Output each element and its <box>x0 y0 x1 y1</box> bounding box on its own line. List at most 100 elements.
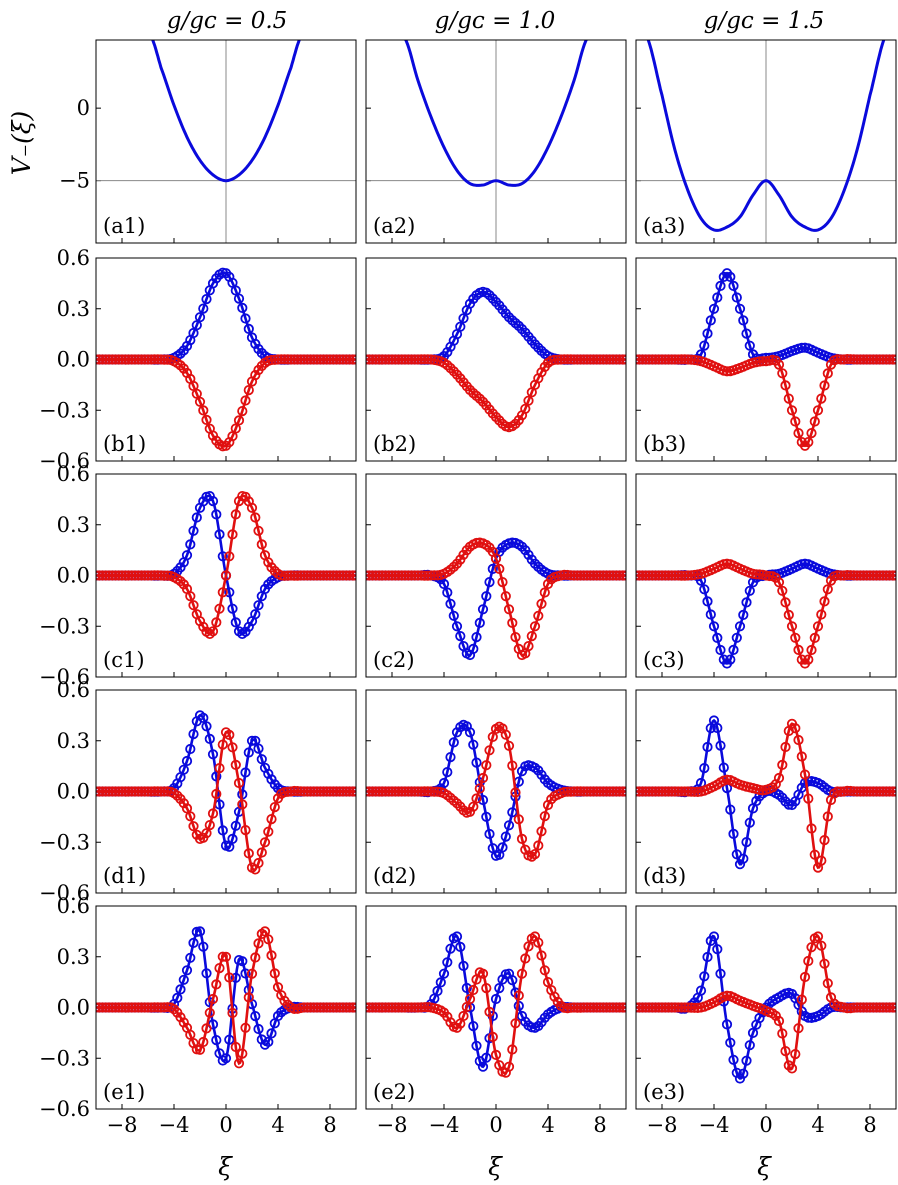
panel-b1: 0.6 0.3 0.0 −0.3 −0.6 (b1) <box>39 246 357 473</box>
red-marker <box>292 354 303 365</box>
blue-marker <box>263 1036 274 1048</box>
red-marker <box>142 570 154 581</box>
red-marker <box>523 395 534 406</box>
red-marker <box>113 1002 124 1013</box>
red-marker <box>581 1002 593 1013</box>
blue-marker <box>513 320 524 331</box>
blue-marker <box>721 1019 733 1030</box>
red-marker <box>636 1002 645 1013</box>
red-marker <box>565 1002 576 1013</box>
red-marker <box>100 570 111 581</box>
panel-b3: (b3) <box>635 257 897 462</box>
red-marker <box>393 1002 404 1013</box>
x-tick-label: −4 <box>159 1113 190 1137</box>
red-marker <box>636 570 645 581</box>
red-marker <box>494 563 505 575</box>
red-marker <box>549 354 560 365</box>
red-marker <box>406 786 417 797</box>
blue-marker <box>181 755 193 767</box>
panel-frame <box>95 905 357 1110</box>
red-marker <box>217 587 228 598</box>
red-marker <box>510 631 521 643</box>
red-marker <box>366 786 375 797</box>
blue-marker <box>712 944 723 955</box>
blue-marker <box>796 342 807 353</box>
red-marker <box>643 570 655 581</box>
red-marker <box>790 632 801 643</box>
red-marker <box>403 786 414 797</box>
panel-frame <box>635 39 897 244</box>
red-marker <box>380 1002 391 1013</box>
red-marker <box>149 786 160 797</box>
red-marker <box>295 786 306 797</box>
red-marker <box>559 569 570 581</box>
red-marker <box>529 621 541 632</box>
red-marker <box>676 1002 687 1013</box>
red-marker <box>636 786 645 797</box>
red-marker <box>328 354 339 365</box>
red-marker <box>308 570 319 581</box>
red-marker <box>302 354 313 365</box>
blue-marker <box>481 591 492 602</box>
red-marker <box>448 561 459 573</box>
red-marker <box>207 993 219 1005</box>
red-marker <box>344 786 355 797</box>
red-marker <box>585 570 596 581</box>
blue-marker <box>744 340 755 351</box>
red-marker <box>250 369 261 381</box>
red-marker <box>289 1003 300 1015</box>
red-marker <box>604 354 615 365</box>
red-marker <box>663 1002 674 1013</box>
red-marker <box>377 354 388 365</box>
red-marker <box>139 1002 150 1013</box>
blue-marker <box>227 833 238 845</box>
red-marker <box>279 570 290 581</box>
red-marker <box>562 569 573 581</box>
red-marker <box>233 777 245 789</box>
red-marker <box>653 786 664 797</box>
blue-marker <box>256 1034 267 1045</box>
red-marker <box>396 786 407 797</box>
red-marker <box>243 848 254 859</box>
red-marker <box>848 354 859 365</box>
blue-marker <box>211 771 222 782</box>
y-tick-label: 0.3 <box>57 297 90 321</box>
red-marker <box>227 529 238 540</box>
red-marker <box>217 739 228 750</box>
red-marker <box>390 1002 401 1013</box>
red-marker <box>321 1002 332 1013</box>
red-marker <box>217 951 228 962</box>
red-marker <box>347 354 356 365</box>
red-marker <box>308 354 319 365</box>
x-tick-label: 8 <box>323 1113 336 1137</box>
red-marker <box>129 570 141 581</box>
panel-frame <box>365 905 627 1110</box>
red-marker <box>851 1002 863 1013</box>
blue-marker <box>211 1035 222 1046</box>
red-marker <box>142 354 154 365</box>
red-marker <box>481 982 492 994</box>
red-marker <box>233 1058 245 1069</box>
red-marker <box>611 1002 622 1013</box>
red-marker <box>159 354 170 365</box>
red-marker <box>523 640 534 652</box>
blue-marker <box>725 804 736 815</box>
red-marker <box>868 1002 879 1013</box>
blue-marker <box>747 1027 759 1039</box>
red-marker <box>585 1002 596 1013</box>
red-marker <box>682 570 694 581</box>
red-marker <box>295 570 306 581</box>
red-marker <box>490 553 502 564</box>
red-marker <box>393 786 404 797</box>
red-marker <box>347 570 356 581</box>
x-tick-label: −8 <box>107 1113 138 1137</box>
blue-marker <box>451 931 463 942</box>
red-marker <box>96 786 105 797</box>
red-marker <box>468 984 479 996</box>
blue-marker <box>233 293 245 304</box>
panel-c1: 0.6 0.3 0.0 −0.3 −0.6 (c1) <box>39 462 357 689</box>
red-marker <box>269 801 280 813</box>
blue-marker <box>188 525 199 536</box>
red-marker <box>344 354 355 365</box>
red-marker <box>594 786 606 797</box>
